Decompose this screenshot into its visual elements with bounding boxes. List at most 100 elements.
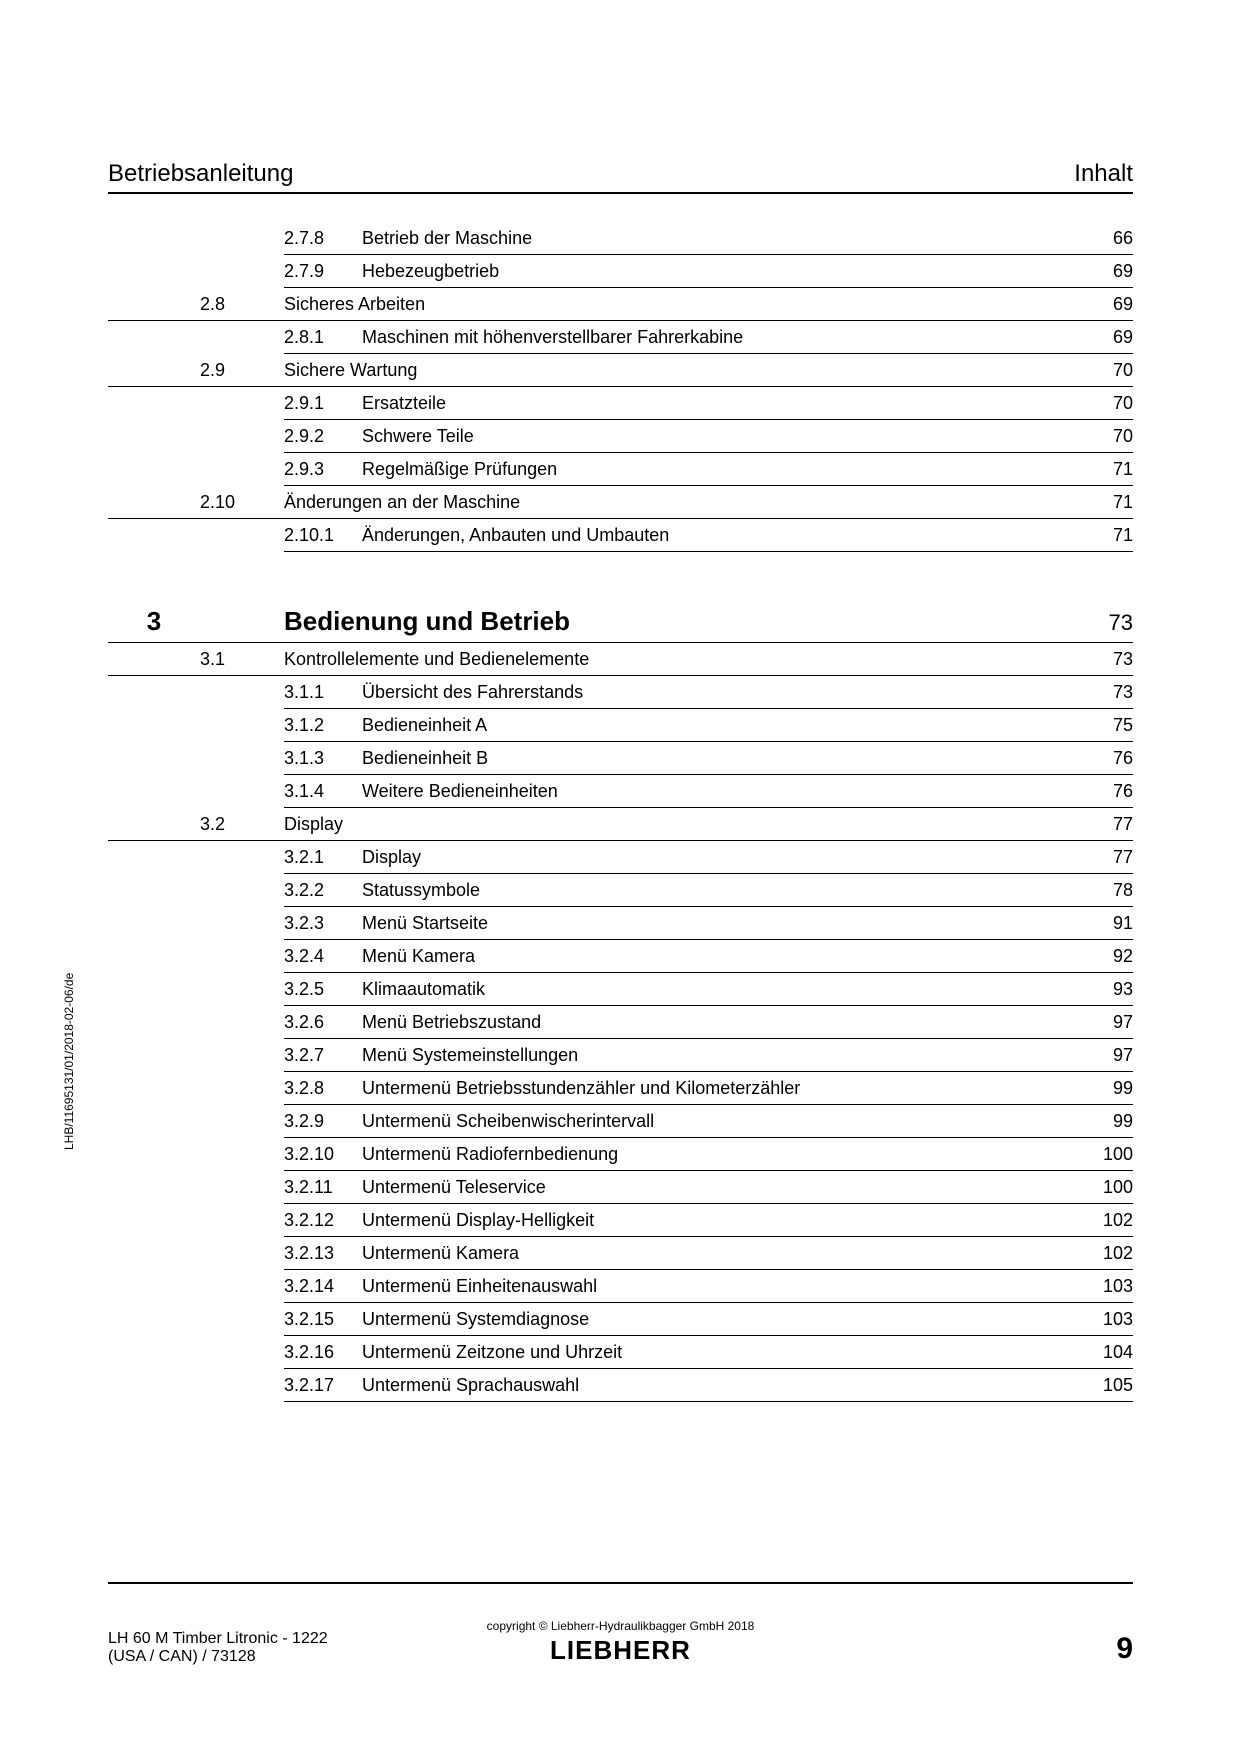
- subsection-number: 3.2.5: [284, 979, 362, 1000]
- subsection-title: Untermenü Einheitenauswahl: [362, 1276, 1073, 1297]
- subsection-page: 100: [1073, 1144, 1133, 1165]
- subsection-number: 3.2.8: [284, 1078, 362, 1099]
- chapter-number: 3: [108, 606, 200, 637]
- subsection-page: 97: [1073, 1045, 1133, 1066]
- section-page: 77: [1073, 814, 1133, 835]
- section-title: Sicheres Arbeiten: [284, 294, 1073, 315]
- toc-row: 2.8.1Maschinen mit höhenverstellbarer Fa…: [284, 321, 1133, 354]
- subsection-number: 3.2.4: [284, 946, 362, 967]
- subsection-page: 103: [1073, 1276, 1133, 1297]
- toc-row: 3.1Kontrollelemente und Bedienelemente73: [108, 643, 1133, 676]
- subsection-page: 99: [1073, 1111, 1133, 1132]
- subsection-title: Maschinen mit höhenverstellbarer Fahrerk…: [362, 327, 1073, 348]
- footer-divider: [108, 1582, 1133, 1584]
- subsection-number: 3.2.1: [284, 847, 362, 868]
- subsection-page: 70: [1073, 393, 1133, 414]
- section-number: 2.8: [200, 294, 284, 315]
- subsection-title: Regelmäßige Prüfungen: [362, 459, 1073, 480]
- footer-left: LH 60 M Timber Litronic - 1222 (USA / CA…: [108, 1630, 328, 1666]
- subsection-number: 3.2.13: [284, 1243, 362, 1264]
- subsection-page: 78: [1073, 880, 1133, 901]
- chapter-page: 73: [1073, 610, 1133, 636]
- subsection-title: Hebezeugbetrieb: [362, 261, 1073, 282]
- toc-row: 3.2.10Untermenü Radiofernbedienung100: [284, 1138, 1133, 1171]
- section-number: 2.10: [200, 492, 284, 513]
- subsection-page: 105: [1073, 1375, 1133, 1396]
- subsection-number: 3.2.10: [284, 1144, 362, 1165]
- subsection-number: 3.2.12: [284, 1210, 362, 1231]
- toc-row: 3.2.14Untermenü Einheitenauswahl103: [284, 1270, 1133, 1303]
- subsection-number: 3.2.2: [284, 880, 362, 901]
- subsection-page: 71: [1073, 459, 1133, 480]
- subsection-page: 92: [1073, 946, 1133, 967]
- subsection-number: 3.2.9: [284, 1111, 362, 1132]
- subsection-number: 3.1.2: [284, 715, 362, 736]
- subsection-number: 3.2.15: [284, 1309, 362, 1330]
- subsection-page: 76: [1073, 748, 1133, 769]
- toc-row: 3.2.9Untermenü Scheibenwischerintervall9…: [284, 1105, 1133, 1138]
- footer-logo: LIEBHERR: [487, 1635, 755, 1666]
- subsection-number: 3.2.17: [284, 1375, 362, 1396]
- subsection-title: Menü Betriebszustand: [362, 1012, 1073, 1033]
- subsection-page: 69: [1073, 261, 1133, 282]
- section-page: 69: [1073, 294, 1133, 315]
- subsection-title: Änderungen, Anbauten und Umbauten: [362, 525, 1073, 546]
- subsection-title: Ersatzteile: [362, 393, 1073, 414]
- subsection-title: Statussymbole: [362, 880, 1073, 901]
- toc-row: 3.1.3Bedieneinheit B76: [284, 742, 1133, 775]
- subsection-title: Menü Systemeinstellungen: [362, 1045, 1073, 1066]
- section-title: Kontrollelemente und Bedienelemente: [284, 649, 1073, 670]
- subsection-title: Untermenü Scheibenwischerintervall: [362, 1111, 1073, 1132]
- toc-row: 2.7.8Betrieb der Maschine66: [284, 222, 1133, 255]
- toc-row: 3.2.8Untermenü Betriebsstundenzähler und…: [284, 1072, 1133, 1105]
- subsection-number: 2.7.8: [284, 228, 362, 249]
- subsection-page: 102: [1073, 1243, 1133, 1264]
- subsection-title: Untermenü Radiofernbedienung: [362, 1144, 1073, 1165]
- section-number: 3.1: [200, 649, 284, 670]
- subsection-page: 103: [1073, 1309, 1133, 1330]
- page: Betriebsanleitung Inhalt 2.7.8Betrieb de…: [0, 0, 1241, 1754]
- toc-row: 2.7.9Hebezeugbetrieb69: [284, 255, 1133, 288]
- subsection-title: Untermenü Systemdiagnose: [362, 1309, 1073, 1330]
- toc-row: 3.2.7Menü Systemeinstellungen97: [284, 1039, 1133, 1072]
- subsection-number: 3.2.11: [284, 1177, 362, 1198]
- subsection-number: 3.2.7: [284, 1045, 362, 1066]
- subsection-page: 75: [1073, 715, 1133, 736]
- toc-row: 2.10Änderungen an der Maschine71: [108, 486, 1133, 519]
- toc-row: 3.2.3Menü Startseite91: [284, 907, 1133, 940]
- section-page: 73: [1073, 649, 1133, 670]
- subsection-page: 77: [1073, 847, 1133, 868]
- toc-row: 2.10.1Änderungen, Anbauten und Umbauten7…: [284, 519, 1133, 552]
- subsection-number: 2.9.2: [284, 426, 362, 447]
- subsection-page: 99: [1073, 1078, 1133, 1099]
- subsection-title: Klimaautomatik: [362, 979, 1073, 1000]
- toc-content: 2.7.8Betrieb der Maschine662.7.9Hebezeug…: [108, 222, 1133, 1402]
- toc-row: 3.2.2Statussymbole78: [284, 874, 1133, 907]
- subsection-number: 2.9.3: [284, 459, 362, 480]
- header-right: Inhalt: [1074, 160, 1133, 188]
- subsection-title: Betrieb der Maschine: [362, 228, 1073, 249]
- margin-reference: LHB/11695131/01/2018-02-06/de: [62, 973, 76, 1150]
- subsection-title: Übersicht des Fahrerstands: [362, 682, 1073, 703]
- toc-row: 3.2.5Klimaautomatik93: [284, 973, 1133, 1006]
- subsection-title: Untermenü Teleservice: [362, 1177, 1073, 1198]
- toc-row: 3.2.12Untermenü Display-Helligkeit102: [284, 1204, 1133, 1237]
- subsection-page: 71: [1073, 525, 1133, 546]
- section-page: 71: [1073, 492, 1133, 513]
- toc-row: 3.1.4Weitere Bedieneinheiten76: [284, 775, 1133, 808]
- subsection-page: 104: [1073, 1342, 1133, 1363]
- subsection-page: 66: [1073, 228, 1133, 249]
- subsection-number: 2.8.1: [284, 327, 362, 348]
- toc-row: 3.2.11Untermenü Teleservice100: [284, 1171, 1133, 1204]
- subsection-number: 3.2.16: [284, 1342, 362, 1363]
- toc-row: 2.9.1Ersatzteile70: [284, 387, 1133, 420]
- subsection-number: 2.10.1: [284, 525, 362, 546]
- toc-row: 2.9.2Schwere Teile70: [284, 420, 1133, 453]
- subsection-number: 3.1.1: [284, 682, 362, 703]
- subsection-number: 2.9.1: [284, 393, 362, 414]
- subsection-page: 102: [1073, 1210, 1133, 1231]
- page-header: Betriebsanleitung Inhalt: [108, 160, 1133, 194]
- page-footer: LH 60 M Timber Litronic - 1222 (USA / CA…: [108, 1630, 1133, 1666]
- toc-row: 3.2.4Menü Kamera92: [284, 940, 1133, 973]
- subsection-page: 100: [1073, 1177, 1133, 1198]
